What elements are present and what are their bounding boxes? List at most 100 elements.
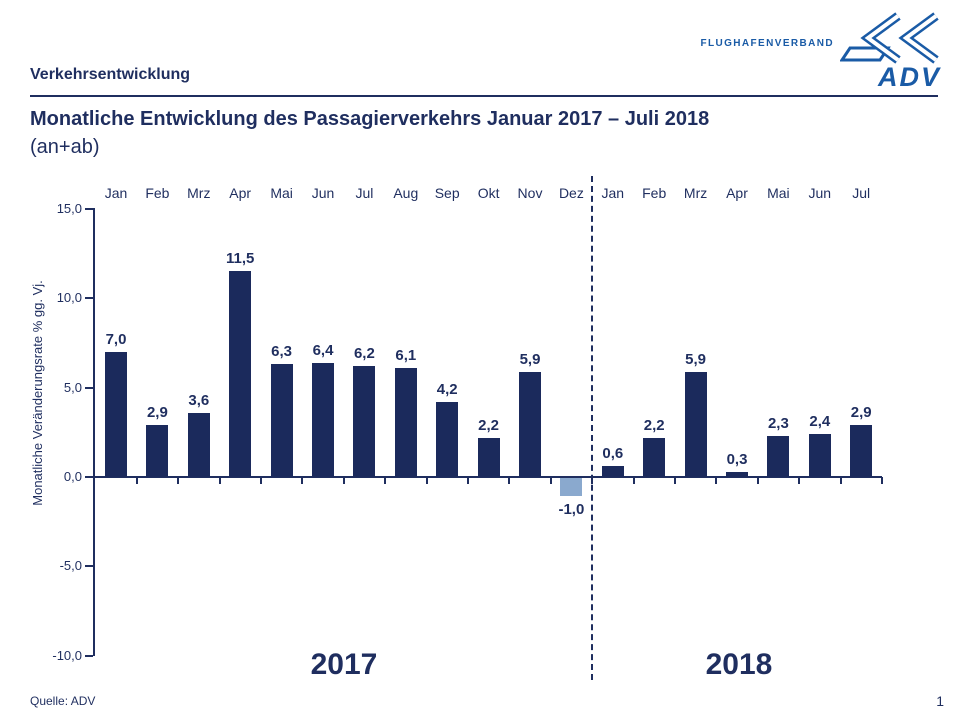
bar <box>726 471 748 477</box>
y-tick <box>85 654 93 657</box>
bar <box>436 401 459 477</box>
y-tick-label: -10,0 <box>52 647 82 663</box>
adv-logo-mark-icon: ADV <box>839 10 944 93</box>
bar-value-label: -1,0 <box>558 500 585 518</box>
bar <box>105 351 127 477</box>
bar <box>146 425 169 477</box>
x-tick <box>384 477 387 484</box>
bar-value-label: 11,5 <box>226 250 255 268</box>
bar <box>519 371 541 477</box>
slide-subtitle: (an+ab) <box>30 136 100 158</box>
y-tick-label: 10,0 <box>56 290 82 306</box>
month-label: Nov <box>517 185 543 201</box>
x-tick <box>218 477 221 484</box>
y-tick-label: 0,0 <box>63 469 82 484</box>
month-label: Jan <box>601 185 625 201</box>
bar-value-label: 6,4 <box>312 341 334 359</box>
bar-value-label: 2,4 <box>809 413 831 431</box>
bar-value-label: 2,9 <box>850 404 872 422</box>
bar <box>312 362 334 477</box>
bar <box>850 425 873 477</box>
y-tick <box>85 386 93 389</box>
bar-value-label: 3,6 <box>188 391 210 409</box>
header-rule <box>30 95 938 97</box>
x-tick <box>425 477 428 484</box>
bar-value-label: 0,6 <box>602 445 624 463</box>
x-tick <box>756 477 759 484</box>
month-label: Jul <box>355 185 374 201</box>
x-tick <box>466 477 469 484</box>
month-label: Sep <box>434 185 460 201</box>
bar <box>808 434 831 477</box>
source-label: Quelle: ADV <box>30 694 96 708</box>
x-tick <box>632 477 635 484</box>
bar-value-label: 5,9 <box>685 350 707 368</box>
y-tick-label: -5,0 <box>59 558 82 574</box>
month-label: Aug <box>393 185 419 201</box>
bar-value-label: 6,2 <box>353 345 375 363</box>
adv-wordmark: ADV <box>877 62 941 88</box>
bar <box>643 437 666 477</box>
x-tick <box>177 477 180 484</box>
month-label: Apr <box>229 185 252 201</box>
month-label: Dez <box>558 185 584 201</box>
x-tick <box>259 477 262 484</box>
month-label: Feb <box>642 185 667 201</box>
bar-value-label: 2,9 <box>146 404 168 422</box>
y-tick-label: 15,0 <box>56 200 82 216</box>
x-tick <box>135 477 138 484</box>
month-label: Okt <box>477 185 500 201</box>
bar <box>394 367 417 477</box>
y-axis-line <box>93 208 95 656</box>
bar-value-label: 2,3 <box>767 414 789 432</box>
y-tick <box>85 476 93 478</box>
bar-value-label: 5,9 <box>519 350 541 368</box>
bar <box>353 366 376 477</box>
flughafenverband-label: FLUGHAFENVERBAND <box>700 38 834 49</box>
bar <box>477 437 500 477</box>
month-label: Jun <box>311 185 335 201</box>
adv-logo: FLUGHAFENVERBAND ADV <box>700 10 944 93</box>
x-axis-line <box>93 476 882 478</box>
year-separator-line <box>591 176 593 680</box>
year-label-2018: 2018 <box>705 648 773 681</box>
bar <box>270 364 293 477</box>
y-tick <box>85 207 93 210</box>
bar <box>601 466 624 477</box>
slide-title: Monatliche Entwicklung des Passagierverk… <box>30 108 710 130</box>
y-tick <box>85 297 93 300</box>
bar-value-label: 7,0 <box>105 330 127 348</box>
x-tick <box>715 477 718 484</box>
year-label-2017: 2017 <box>310 648 378 681</box>
month-label: Apr <box>726 185 748 201</box>
x-tick <box>839 477 842 484</box>
month-label: Jul <box>852 185 871 201</box>
x-tick <box>508 477 511 484</box>
y-tick <box>85 565 93 568</box>
x-tick <box>798 477 801 484</box>
bar <box>229 271 252 477</box>
bar-value-label: 6,1 <box>395 346 417 364</box>
x-tick <box>301 477 304 484</box>
bar-value-label: 0,3 <box>726 450 748 468</box>
month-label: Jan <box>104 185 128 201</box>
month-label: Mrz <box>187 185 211 201</box>
month-label: Feb <box>145 185 170 201</box>
bar-value-label: 2,2 <box>478 416 500 434</box>
bar <box>560 478 583 496</box>
y-tick-label: 5,0 <box>63 379 82 395</box>
bar-value-label: 4,2 <box>436 380 458 398</box>
x-tick <box>880 477 883 484</box>
x-tick <box>673 477 676 484</box>
bar <box>187 412 210 477</box>
month-label: Mrz <box>683 185 708 201</box>
bar-value-label: 6,3 <box>271 343 293 361</box>
month-label: Mai <box>767 185 790 201</box>
section-label: Verkehrsentwicklung <box>30 66 191 83</box>
bar <box>684 371 707 477</box>
bar-value-label: 2,2 <box>643 416 665 434</box>
x-tick <box>549 477 552 484</box>
bar <box>767 435 790 477</box>
